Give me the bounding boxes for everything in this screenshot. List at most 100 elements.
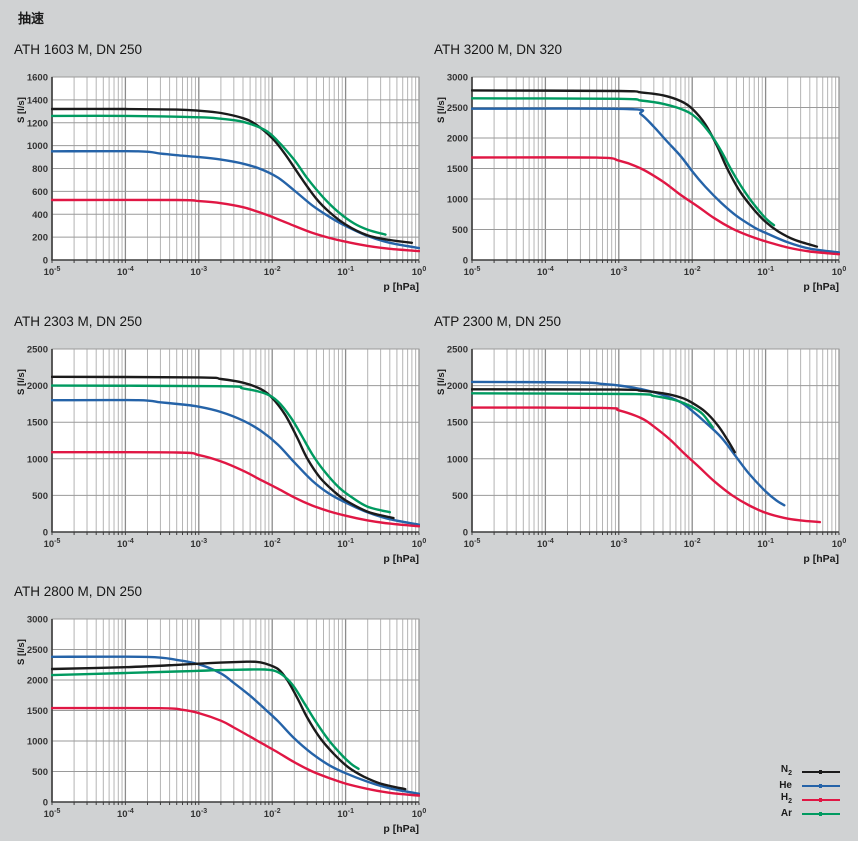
chart-title: ATP 2300 M, DN 250 <box>434 314 562 329</box>
legend-label: Ar <box>780 808 792 819</box>
series-group <box>471 89 840 256</box>
svg-text:1600: 1600 <box>27 73 48 84</box>
x-axis-label: p [hPa] <box>803 553 839 565</box>
svg-text:1000: 1000 <box>27 737 48 748</box>
svg-text:100: 100 <box>412 266 426 278</box>
svg-text:10-2: 10-2 <box>264 538 281 550</box>
svg-text:2500: 2500 <box>447 103 468 114</box>
chart-title: ATH 2303 M, DN 250 <box>14 314 143 329</box>
series-group <box>51 655 420 797</box>
svg-text:10-4: 10-4 <box>117 808 134 820</box>
page-title: 抽速 <box>18 11 45 26</box>
series-H2 <box>471 156 840 256</box>
svg-text:10-1: 10-1 <box>337 808 354 820</box>
svg-text:1500: 1500 <box>447 164 468 175</box>
legend-item-Ar: Ar <box>766 809 840 819</box>
svg-text:2500: 2500 <box>27 345 48 356</box>
svg-text:10-5: 10-5 <box>464 538 481 550</box>
svg-text:10-3: 10-3 <box>190 808 207 820</box>
series-Ar <box>51 384 391 514</box>
svg-text:10-1: 10-1 <box>337 266 354 278</box>
svg-text:600: 600 <box>32 187 48 198</box>
y-axis-label: S [l/s] <box>436 97 447 123</box>
legend-item-N2: N2 <box>766 765 840 777</box>
svg-text:1000: 1000 <box>27 454 48 465</box>
legend-line-swatch <box>802 784 840 788</box>
chart-canvas: 0 500 1000 1500 2000 2500 10-5 10-4 10-3 10-2 10-1… <box>436 345 846 566</box>
series-He <box>471 380 786 507</box>
legend-item-H2: H2 <box>766 792 840 806</box>
chart-canvas: 0 500 1000 1500 2000 2500 3000 10-5 10-4 10-3 10-2… <box>16 615 426 836</box>
svg-text:10-1: 10-1 <box>337 538 354 550</box>
legend-line-swatch <box>802 798 840 802</box>
svg-text:1000: 1000 <box>447 195 468 206</box>
y-axis-label: S [l/s] <box>436 369 447 395</box>
x-axis-label: p [hPa] <box>383 281 419 293</box>
x-axis-label: p [hPa] <box>383 553 419 565</box>
svg-text:10-2: 10-2 <box>264 808 281 820</box>
svg-text:2000: 2000 <box>447 134 468 145</box>
svg-text:10-4: 10-4 <box>117 538 134 550</box>
series-He <box>51 655 420 795</box>
series-group <box>51 375 420 528</box>
legend-label: He <box>779 780 792 791</box>
svg-text:10-3: 10-3 <box>190 266 207 278</box>
chart-block-ath-1603m: ATH 1603 M, DN 250 0 200 400 600 800 1000 1200… <box>14 40 426 299</box>
svg-text:10-4: 10-4 <box>537 538 554 550</box>
series-N2 <box>51 107 414 244</box>
svg-text:10-1: 10-1 <box>757 266 774 278</box>
svg-text:200: 200 <box>32 233 48 244</box>
svg-text:100: 100 <box>412 808 426 820</box>
legend-line-swatch <box>802 770 840 774</box>
series-N2 <box>471 388 736 454</box>
svg-text:1400: 1400 <box>27 95 48 106</box>
svg-text:10-5: 10-5 <box>44 808 61 820</box>
svg-text:0: 0 <box>43 528 48 539</box>
y-axis-label: S [l/s] <box>16 369 27 395</box>
legend-item-He: He <box>766 781 840 791</box>
svg-text:10-4: 10-4 <box>537 266 554 278</box>
x-axis-label: p [hPa] <box>383 823 419 835</box>
svg-text:10-3: 10-3 <box>610 266 627 278</box>
svg-text:800: 800 <box>32 164 48 175</box>
svg-text:3000: 3000 <box>447 73 468 84</box>
series-group <box>51 107 420 253</box>
svg-text:500: 500 <box>452 491 468 502</box>
svg-text:2500: 2500 <box>447 345 468 356</box>
series-Ar <box>51 114 387 236</box>
svg-text:100: 100 <box>412 538 426 550</box>
series-N2 <box>51 660 407 791</box>
series-N2 <box>51 375 395 520</box>
y-axis-label: S [l/s] <box>16 639 27 665</box>
svg-text:10-2: 10-2 <box>684 538 701 550</box>
svg-text:3000: 3000 <box>27 615 48 626</box>
chart-canvas: 0 500 1000 1500 2000 2500 3000 10-5 10-4 10-3 10-2… <box>436 73 846 294</box>
svg-text:0: 0 <box>43 798 48 809</box>
svg-text:10-5: 10-5 <box>464 266 481 278</box>
y-axis-label: S [l/s] <box>16 97 27 123</box>
chart-canvas: 0 500 1000 1500 2000 2500 10-5 10-4 10-3 10-2 10-1… <box>16 345 426 566</box>
svg-text:2000: 2000 <box>27 676 48 687</box>
svg-text:1500: 1500 <box>447 418 468 429</box>
svg-text:1500: 1500 <box>27 418 48 429</box>
chart-block-ath-2800m: ATH 2800 M, DN 250 0 500 1000 1500 2000 2500 3… <box>14 582 426 841</box>
svg-text:0: 0 <box>463 256 468 267</box>
chart-canvas: 0 200 400 600 800 1000 1200 1400 1600 10-5 10-4 10-… <box>16 73 426 294</box>
svg-text:0: 0 <box>43 256 48 267</box>
legend-line-swatch <box>802 812 840 816</box>
chart-block-ath-2303m: ATH 2303 M, DN 250 0 500 1000 1500 2000 2500 1… <box>14 312 426 571</box>
chart-block-ath-3200m: ATH 3200 M, DN 320 0 500 1000 1500 2000 2500 3… <box>434 40 846 299</box>
series-H2 <box>471 406 822 524</box>
svg-text:10-2: 10-2 <box>264 266 281 278</box>
chart-block-atp-2300m: ATP 2300 M, DN 250 0 500 1000 1500 2000 2500 1… <box>434 312 846 571</box>
chart-title: ATH 2800 M, DN 250 <box>14 584 143 599</box>
svg-text:10-5: 10-5 <box>44 266 61 278</box>
legend-label: H2 <box>780 792 792 806</box>
series-group <box>471 380 822 524</box>
svg-text:0: 0 <box>463 528 468 539</box>
svg-text:2000: 2000 <box>447 381 468 392</box>
series-Ar <box>471 97 776 227</box>
svg-text:10-2: 10-2 <box>684 266 701 278</box>
svg-text:10-5: 10-5 <box>44 538 61 550</box>
svg-text:2000: 2000 <box>27 381 48 392</box>
